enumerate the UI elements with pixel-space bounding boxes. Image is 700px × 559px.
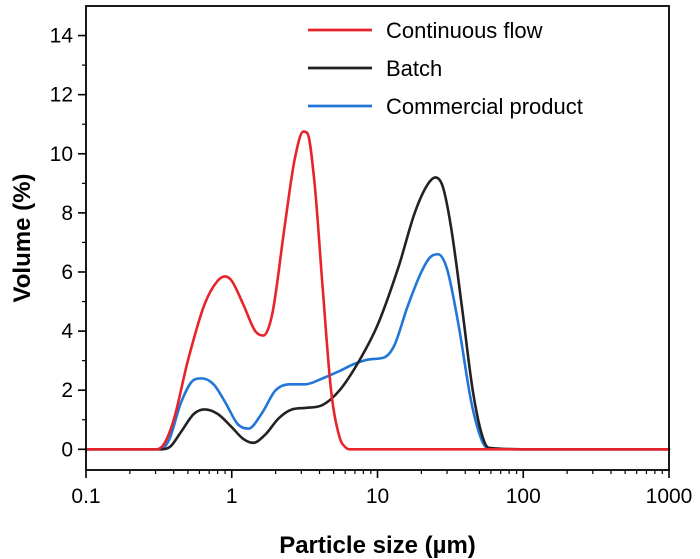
legend-label: Commercial product — [386, 94, 583, 119]
x-axis-title: Particle size (µm) — [279, 532, 476, 559]
series-line-batch — [84, 176, 671, 451]
legend-item: Commercial product — [308, 94, 583, 119]
legend-label: Continuous flow — [386, 18, 543, 43]
y-tick-label: 6 — [61, 261, 73, 284]
x-tick-label: 1000 — [646, 485, 693, 508]
series-layer — [84, 130, 671, 451]
y-tick-label: 8 — [61, 202, 73, 225]
y-tick-label: 2 — [61, 379, 73, 402]
y-axis-title: Volume (%) — [9, 174, 36, 303]
y-tick-label: 0 — [61, 438, 73, 461]
legend-label: Batch — [386, 56, 442, 81]
y-tick-label: 10 — [50, 143, 73, 166]
x-tick-label: 10 — [366, 485, 389, 508]
x-tick-label: 100 — [506, 485, 541, 508]
x-tick-label: 1 — [226, 485, 238, 508]
series-line-continuous-flow — [84, 130, 671, 451]
y-tick-label: 4 — [61, 320, 73, 343]
legend-item: Continuous flow — [308, 18, 543, 43]
x-tick-label: 0.1 — [71, 485, 100, 508]
y-tick-label: 14 — [50, 25, 74, 48]
y-axis-ticks: 0 2 4 6 8 10 12 14 — [50, 25, 86, 461]
x-axis-ticks: 0.1 1 10 100 1000 — [71, 470, 692, 508]
series-line-commercial-product — [84, 252, 671, 451]
legend-item: Batch — [308, 56, 442, 81]
y-tick-label: 12 — [50, 84, 73, 107]
legend: Continuous flow Batch Commercial product — [308, 18, 583, 119]
